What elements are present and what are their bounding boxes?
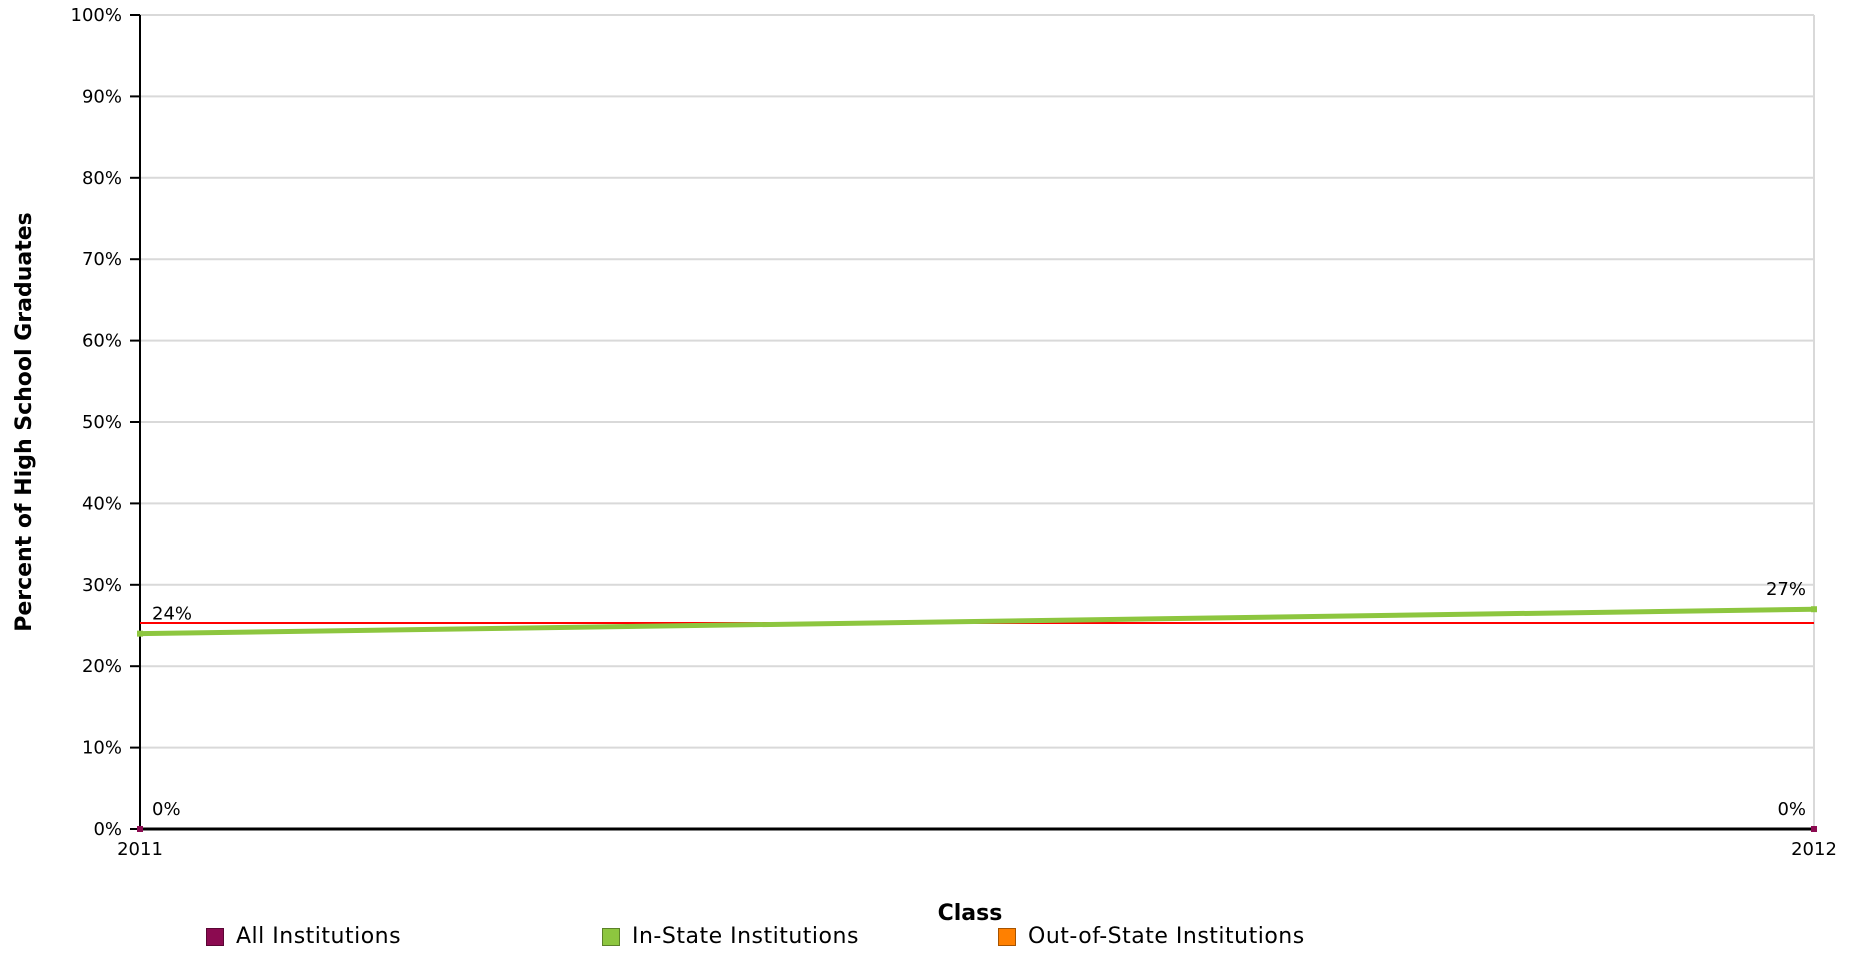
legend-label-in-state-institutions: In-State Institutions <box>632 924 859 949</box>
series-line-in-state-institutions <box>139 606 1815 637</box>
x-axis-ticks: 2011 2012 <box>117 839 1837 860</box>
legend-item-out-of-state-institutions[interactable]: Out-of-State Institutions <box>998 924 1305 949</box>
y-tick-label: 50% <box>82 412 122 433</box>
y-tick-label: 70% <box>82 249 122 270</box>
y-tick-label: 90% <box>82 86 122 107</box>
y-axis-title: Percent of High School Graduates <box>12 212 37 632</box>
series-point <box>137 630 143 637</box>
x-tick-label: 2011 <box>117 839 163 860</box>
gridlines <box>140 14 1815 829</box>
y-tick-label: 10% <box>82 738 122 759</box>
x-axis-title: Class <box>938 901 1003 926</box>
y-tick-label: 0% <box>93 819 122 840</box>
y-tick-label: 20% <box>82 656 122 677</box>
y-tick-label: 80% <box>82 168 122 189</box>
data-labels: 0% 0% 24% 27% <box>152 579 1806 820</box>
y-tick-label: 40% <box>82 493 122 514</box>
data-label: 27% <box>1766 579 1806 600</box>
data-label: 24% <box>152 604 192 625</box>
series-point <box>1811 826 1817 832</box>
legend-label-out-of-state-institutions: Out-of-State Institutions <box>1028 924 1305 949</box>
data-label: 0% <box>1777 799 1806 820</box>
x-tick-label: 2012 <box>1791 839 1837 860</box>
y-tick-label: 100% <box>71 5 122 26</box>
series-point <box>137 826 143 832</box>
legend-item-all-institutions[interactable]: All Institutions <box>206 924 401 949</box>
legend: All Institutions In-State Institutions O… <box>0 924 1860 954</box>
series-group <box>137 606 1817 832</box>
y-tick-label: 30% <box>82 575 122 596</box>
legend-swatch-all-institutions <box>206 927 224 946</box>
legend-label-all-institutions: All Institutions <box>236 924 402 949</box>
y-tick-label: 60% <box>82 331 122 352</box>
data-label: 0% <box>152 799 181 820</box>
series-point <box>1811 606 1817 613</box>
y-axis-ticks: 0% 10% 20% 30% 40% 50% 60% 70% 80% 90% 100% <box>71 5 140 840</box>
legend-item-in-state-institutions[interactable]: In-State Institutions <box>602 924 859 949</box>
legend-swatch-out-of-state-institutions <box>998 927 1016 946</box>
legend-swatch-in-state-institutions <box>602 927 620 946</box>
